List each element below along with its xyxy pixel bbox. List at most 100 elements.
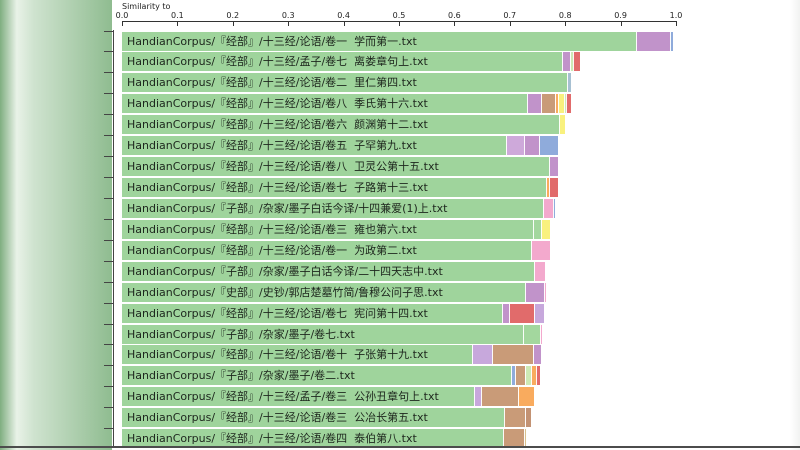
axis-tick-label: 0.4	[337, 11, 350, 20]
x-axis-tick	[565, 21, 567, 26]
bar-segment-palegreen	[564, 94, 567, 114]
bar-row: HandianCorpus/『子部』/杂家/墨子白话今译/十四兼爱(1)上.tx…	[122, 198, 556, 218]
bar-segment-brown	[504, 408, 526, 428]
bar-segment-purple	[502, 303, 510, 323]
bar-segment-brown	[503, 429, 525, 449]
bar-segment-green	[122, 136, 506, 156]
x-axis-tick	[676, 21, 677, 26]
bar-row: HandianCorpus/『经部』/十三经/论语/卷七 子路第十三.txt	[122, 178, 558, 197]
axis-tick-label: 0.7	[503, 11, 517, 20]
bar-segment-green	[122, 261, 535, 281]
bar-segment-green	[122, 198, 544, 218]
bar-segment-bluegray	[567, 73, 571, 93]
bar-segment-green	[122, 429, 504, 449]
bar-segment-yellow	[541, 219, 551, 239]
bar-segment-green	[122, 219, 534, 239]
axis-tick-label: 0.5	[392, 11, 406, 20]
bar-segment-lavender	[472, 345, 493, 365]
bar-segment-blue	[669, 31, 674, 51]
bar-segment-tan	[524, 429, 527, 449]
x-axis-tick	[288, 21, 290, 26]
axis-tick-label: 0.8	[558, 11, 572, 20]
bar-segment-orange	[546, 178, 550, 197]
bar-segment-red	[566, 94, 572, 114]
axis-tick-label: 1.0	[669, 11, 683, 20]
bar-row: HandianCorpus/『经部』/十三经/论语/卷一 为政第二.txt	[122, 240, 551, 260]
axis-title: Similarity to	[122, 2, 171, 11]
bar-segment-red	[549, 178, 558, 197]
x-axis-tick	[232, 21, 234, 26]
y-axis-tick	[104, 323, 113, 325]
bar-segment-palegreen	[569, 52, 574, 72]
bar-row: HandianCorpus/『子部』/杂家/墨子/卷二.txt	[122, 366, 540, 386]
axis-tick-label: 0.1	[171, 11, 184, 20]
bar-segment-orange	[530, 366, 536, 386]
bar-segment-purple	[533, 345, 542, 365]
bar-row: HandianCorpus/『经部』/十三经/论语/卷八 季氏第十六.txt	[122, 94, 572, 114]
x-axis-tick	[177, 21, 179, 26]
bar-segment-pink	[534, 261, 546, 281]
bar-segment-brown	[492, 345, 534, 365]
bar-row: HandianCorpus/『经部』/十三经/论语/卷三 雍也第六.txt	[122, 219, 551, 239]
y-axis-tick	[104, 177, 113, 178]
x-axis-tick	[509, 21, 511, 26]
bar-segment-lavender	[534, 303, 545, 323]
bar-row: HandianCorpus/『经部』/十三经/论语/卷六 颜渊第十二.txt	[122, 115, 565, 135]
bar-segment-blue	[510, 366, 515, 386]
y-axis-tick	[104, 218, 113, 220]
y-axis-tick	[104, 51, 113, 53]
y-axis-tick	[104, 135, 113, 137]
bar-row: HandianCorpus/『经部』/十三经/论语/卷一 学而第一.txt	[122, 31, 674, 51]
y-axis-tick	[104, 260, 113, 262]
y-axis-tick	[104, 156, 113, 158]
y-axis-line	[113, 30, 114, 446]
y-axis-tick	[104, 428, 113, 430]
bar-segment-green	[122, 345, 473, 365]
x-axis-tick	[122, 21, 123, 26]
bar-segment-pink	[540, 324, 543, 344]
y-axis-tick	[104, 30, 113, 32]
window-bottom-edge	[0, 446, 800, 448]
y-axis-tick	[104, 197, 113, 199]
bar-segment-brown	[540, 94, 555, 114]
bar-segment-lavender	[473, 387, 481, 407]
axis-tick-label: 0.0	[115, 11, 129, 20]
y-axis-tick	[104, 239, 113, 241]
bar-row: HandianCorpus/『经部』/十三经/论语/卷八 卫灵公第十五.txt	[122, 157, 558, 177]
x-axis-tick	[454, 21, 456, 26]
y-axis-tick	[104, 386, 113, 388]
bar-segment-brown	[480, 387, 519, 407]
bar-segment-purple	[562, 52, 570, 72]
x-axis-tick	[343, 21, 345, 26]
bar-segment-green	[122, 94, 527, 114]
y-axis-tick	[104, 407, 113, 409]
bar-segment-purple	[524, 136, 540, 156]
bar-row: HandianCorpus/『经部』/十三经/论语/卷三 公冶长第五.txt	[122, 408, 532, 428]
bar-segment-green	[122, 52, 563, 72]
bar-segment-purple	[635, 31, 670, 51]
y-axis-tick	[104, 93, 113, 95]
x-axis-tick	[620, 21, 622, 26]
right-edge-shade	[790, 0, 800, 450]
axis-tick-label: 0.6	[448, 11, 461, 20]
bar-segment-purple	[526, 94, 541, 114]
bar-segment-green	[122, 115, 559, 135]
left-gradient-panel	[0, 0, 112, 450]
bar-segment-brown2	[525, 408, 532, 428]
bar-segment-yellow	[558, 115, 565, 135]
bar-segment-pink	[531, 240, 551, 260]
bar-segment-green	[122, 157, 550, 177]
y-axis-tick	[104, 72, 113, 74]
bar-segment-green2	[533, 219, 542, 239]
bar-segment-orange	[518, 387, 535, 407]
bar-row: HandianCorpus/『经部』/十三经/论语/卷七 宪问第十四.txt	[122, 303, 545, 323]
bar-segment-blue	[553, 198, 556, 218]
bar-segment-brown	[514, 366, 525, 386]
y-axis-tick	[104, 344, 113, 346]
bar-row: HandianCorpus/『子部』/杂家/墨子白话今译/二十四天志中.txt	[122, 261, 546, 281]
bar-row: HandianCorpus/『经部』/十三经/论语/卷二 里仁第四.txt	[122, 73, 571, 93]
bar-segment-red	[535, 366, 540, 386]
bar-segment-palegreen	[524, 366, 531, 386]
y-axis-tick	[104, 365, 113, 367]
